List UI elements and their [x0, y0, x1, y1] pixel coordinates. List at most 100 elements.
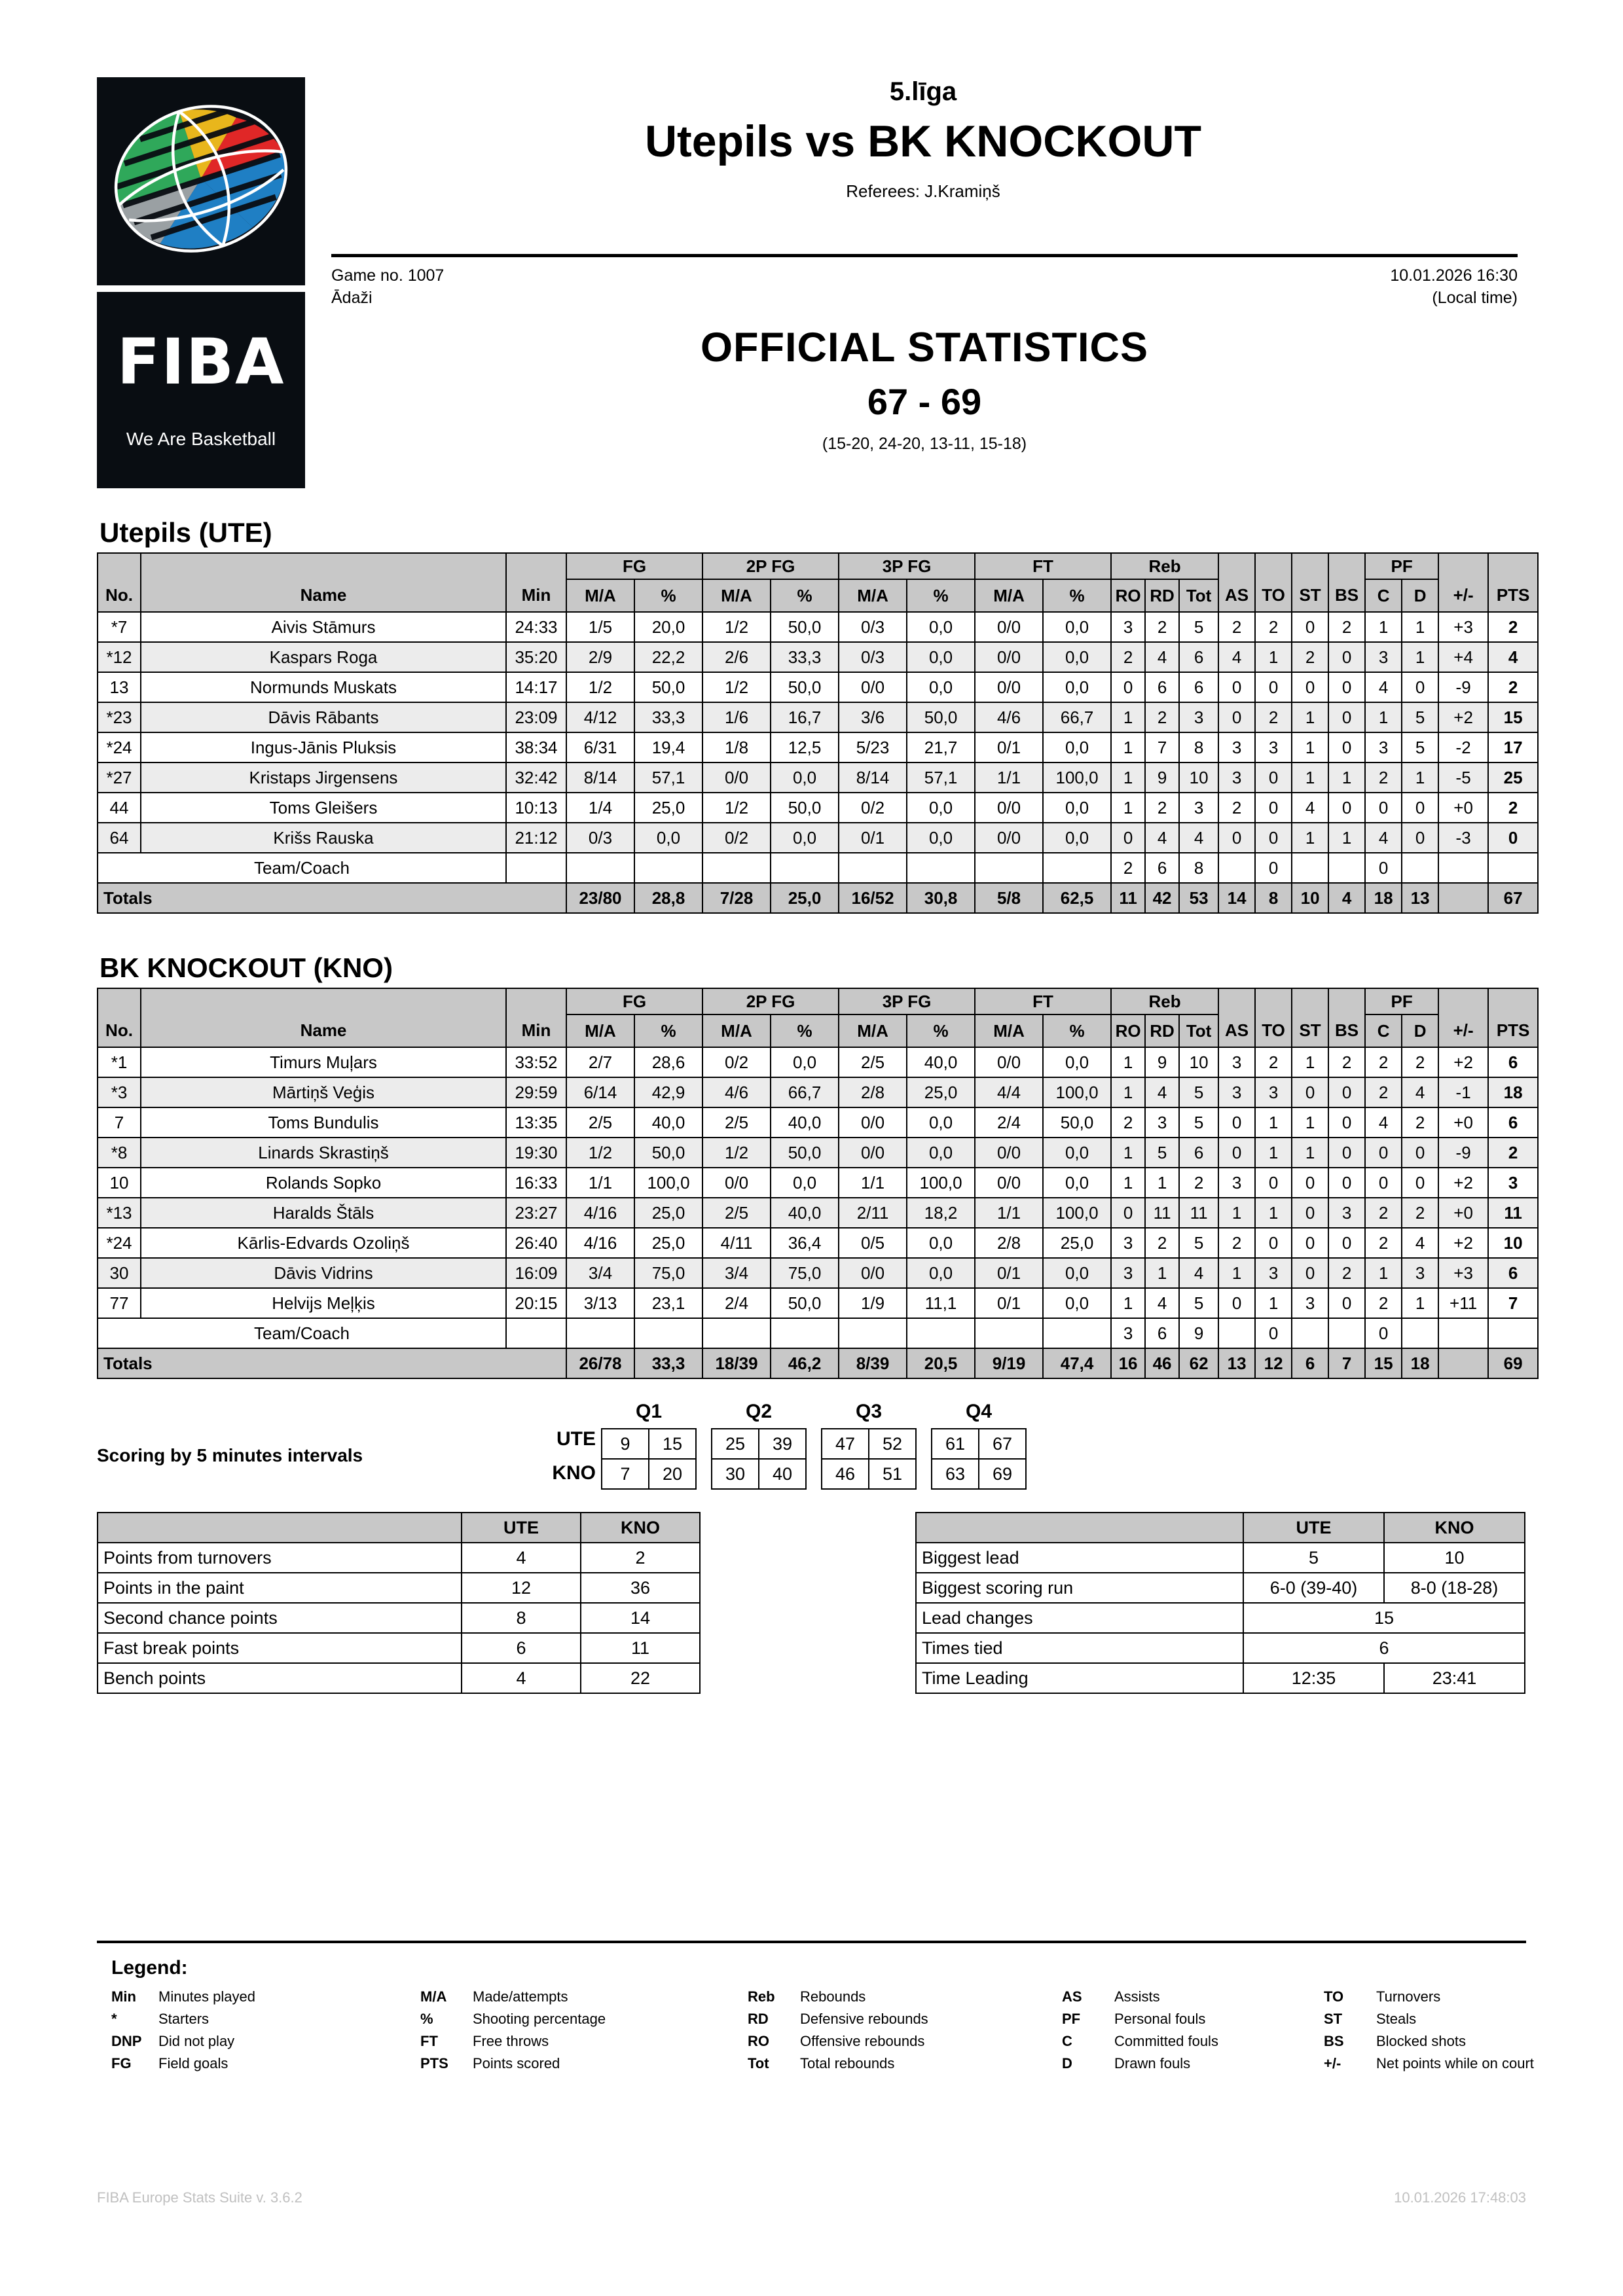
cell-ft: 1/1	[974, 762, 1044, 793]
th-fg-pct: %	[633, 1014, 704, 1048]
cell-ftp: 0,0	[1042, 1047, 1112, 1078]
matchup-title: Utepils vs BK KNOCKOUT	[644, 117, 1202, 166]
cell-no: *8	[97, 1137, 141, 1168]
cell-ftp: 0,0	[1042, 641, 1112, 673]
quarter-label: Q4	[965, 1401, 993, 1422]
legend-value: Free throws	[473, 2033, 549, 2049]
cell-p3: 0/5	[838, 1227, 908, 1259]
table-row[interactable]: 64 Krišs Rauska 21:12 0/3 0,0 0/2 0,0 0/1 0,0 0/0…	[97, 822, 1539, 853]
cell-p2: 1/2	[702, 1137, 772, 1168]
cell-total-pm	[1438, 1348, 1489, 1379]
cell-d: 0	[1401, 672, 1440, 703]
cell-to: 0	[1254, 1167, 1293, 1198]
cmp-label: Points from turnovers	[97, 1542, 462, 1573]
cell-empty-fgp	[633, 1318, 704, 1349]
team-b-boxscore: FG 2P FG 3P FG FT Reb PF No. Name Mi	[97, 988, 1539, 1379]
cell-p2: 2/5	[702, 1197, 772, 1229]
cmp-value-b: 23:41	[1383, 1662, 1525, 1694]
cell-p3p: 25,0	[906, 1077, 976, 1108]
cell-pts: 3	[1487, 1167, 1539, 1198]
quarter-score-table: 61 67 63 69	[931, 1428, 1027, 1490]
cell-c: 3	[1364, 641, 1403, 673]
cell-d: 2	[1401, 1107, 1440, 1138]
cell-total-d: 18	[1401, 1348, 1440, 1379]
cell-c: 0	[1364, 1167, 1403, 1198]
table-row[interactable]: *1 Timurs Muļars 33:52 2/7 28,6 0/2 0,0 2/5 40,0…	[97, 1047, 1539, 1078]
table-row[interactable]: 44 Toms Gleišers 10:13 1/4 25,0 1/2 50,0 0/2 0,0…	[97, 792, 1539, 823]
quarter-cell: 25	[711, 1428, 759, 1460]
team-b-title: BK KNOCKOUT (KNO)	[100, 952, 393, 983]
cell-rd: 1	[1144, 1257, 1180, 1289]
cell-rd: 9	[1144, 762, 1180, 793]
cell-p3p: 100,0	[906, 1167, 976, 1198]
cell-fgp: 75,0	[633, 1257, 704, 1289]
table-row[interactable]: 77 Helvijs Meļķis 20:15 3/13 23,1 2/4 50,0 1/9 1…	[97, 1287, 1539, 1319]
page-footer: FIBA Europe Stats Suite v. 3.6.2 10.01.2…	[97, 2189, 1526, 2206]
game-meta: Game no. 1007 Ādaži 10.01.2026 16:30 (Lo…	[331, 265, 1518, 310]
cell-to: 0	[1254, 822, 1293, 853]
cell-no: *24	[97, 732, 141, 763]
table-row[interactable]: *12 Kaspars Roga 35:20 2/9 22,2 2/6 33,3 0/3 0,0…	[97, 641, 1539, 673]
table-row[interactable]: 10 Rolands Sopko 16:33 1/1 100,0 0/0 0,0 1/1 100…	[97, 1167, 1539, 1198]
cell-name: Normunds Muskats	[140, 672, 507, 703]
cell-name: Ingus-Jānis Pluksis	[140, 732, 507, 763]
cell-to: 1	[1254, 641, 1293, 673]
table-row[interactable]: *27 Kristaps Jirgensens 32:42 8/14 57,1 0/0 0,…	[97, 762, 1539, 793]
cell-p3p: 11,1	[906, 1287, 976, 1319]
cell-min: 23:27	[505, 1197, 567, 1229]
cell-ft: 0/0	[974, 1137, 1044, 1168]
cell-min: 23:09	[505, 702, 567, 733]
table-row[interactable]: *13 Haralds Štāls 23:27 4/16 25,0 2/5 40,0 2/11…	[97, 1197, 1539, 1229]
cell-fg: 1/2	[566, 1137, 635, 1168]
cmp-label: Fast break points	[97, 1632, 462, 1664]
cell-st: 2	[1291, 641, 1330, 673]
table-row[interactable]: 13 Normunds Muskats 14:17 1/2 50,0 1/2 50,0 0/0…	[97, 672, 1539, 703]
cmp-value-span: 6	[1243, 1632, 1525, 1664]
cmp-right-col-a: UTE	[1243, 1512, 1385, 1543]
table-row[interactable]: *23 Dāvis Rābants 23:09 4/12 33,3 1/6 16,7 3/6 5…	[97, 702, 1539, 733]
cell-p2p: 75,0	[770, 1257, 840, 1289]
fiba-basketball-icon	[97, 77, 305, 285]
scoring-team-b-tag: KNO	[552, 1462, 596, 1484]
cell-ftp: 50,0	[1042, 1107, 1112, 1138]
cell-no: *23	[97, 702, 141, 733]
cell-ft: 2/8	[974, 1227, 1044, 1259]
cell-pts: 25	[1487, 762, 1539, 793]
quarter-label: Q2	[745, 1401, 773, 1422]
table-row[interactable]: *24 Kārlis-Edvards Ozoliņš 26:40 4/16 25,0 4/…	[97, 1227, 1539, 1259]
cell-ftp: 0,0	[1042, 1287, 1112, 1319]
table-row[interactable]: *8 Linards Skrastiņš 19:30 1/2 50,0 1/2 50,0 0/…	[97, 1137, 1539, 1168]
cell-pts	[1487, 852, 1539, 884]
cell-bs: 0	[1328, 1287, 1366, 1319]
th-tot: Tot	[1178, 579, 1220, 613]
cell-total-as: 14	[1218, 882, 1256, 914]
game-datetime: 10.01.2026 16:30	[1390, 266, 1518, 285]
cell-pts: 6	[1487, 1107, 1539, 1138]
table-row[interactable]: *7 Aivis Stāmurs 24:33 1/5 20,0 1/2 50,0 0/3 0,0…	[97, 611, 1539, 643]
table-row[interactable]: 7 Toms Bundulis 13:35 2/5 40,0 2/5 40,0 0/0 0,0 2…	[97, 1107, 1539, 1138]
cell-bs: 2	[1328, 611, 1366, 643]
table-row[interactable]: *24 Ingus-Jānis Pluksis 38:34 6/31 19,4 1/8 12…	[97, 732, 1539, 763]
cell-ft: 0/1	[974, 1257, 1044, 1289]
cell-p3: 8/14	[838, 762, 908, 793]
cell-min: 14:17	[505, 672, 567, 703]
cell-fgp: 25,0	[633, 792, 704, 823]
cell-p3: 0/0	[838, 1137, 908, 1168]
legend-entries: Min Minutes played M/A Made/attempts Reb Rebo…	[111, 1988, 1539, 2072]
cell-d	[1401, 1318, 1440, 1349]
cell-d: 1	[1401, 1287, 1440, 1319]
th-name: Name	[140, 1014, 507, 1048]
table-row[interactable]: 30 Dāvis Vidrins 16:09 3/4 75,0 3/4 75,0 0/0 0,0…	[97, 1257, 1539, 1289]
cell-bs: 0	[1328, 672, 1366, 703]
cell-rd: 4	[1144, 641, 1180, 673]
th-spacer-pm	[1438, 988, 1489, 1014]
cell-total-p3p: 30,8	[906, 882, 976, 914]
cell-total-ro: 11	[1110, 882, 1146, 914]
table-row[interactable]: *3 Mārtiņš Veģis 29:59 6/14 42,9 4/6 66,7 2/8 25…	[97, 1077, 1539, 1108]
cell-rd: 4	[1144, 1287, 1180, 1319]
cell-to: 1	[1254, 1137, 1293, 1168]
cell-ro: 2	[1110, 641, 1146, 673]
cell-total-p3: 16/52	[838, 882, 908, 914]
legend-title: Legend:	[111, 1957, 188, 1979]
cell-fg: 8/14	[566, 762, 635, 793]
